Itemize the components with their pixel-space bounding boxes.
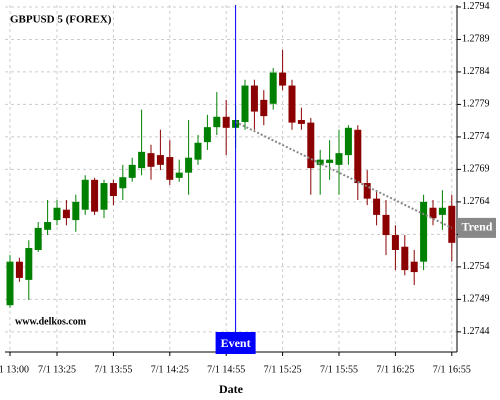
candle-body [307, 122, 315, 169]
candle-body [203, 127, 211, 143]
y-tick-label: 1.2754 [462, 261, 490, 272]
candle-body [166, 157, 174, 180]
candle-body [410, 261, 418, 273]
trend-label-box [458, 217, 496, 238]
candle-body [91, 179, 99, 212]
candle-body [194, 142, 202, 160]
y-tick-label: 1.2764 [462, 196, 490, 207]
candle-body [401, 246, 409, 271]
candle-body [297, 120, 305, 124]
candle-body [147, 153, 155, 167]
candle-body [279, 72, 287, 86]
event-label-box [215, 332, 256, 354]
candle-body [429, 207, 437, 219]
x-tick-label: 7/1 13:00 [0, 364, 29, 375]
candle-body [382, 214, 390, 236]
candle-body [213, 116, 221, 128]
candle-body [81, 179, 89, 210]
candle-body [119, 177, 127, 189]
y-tick-label: 1.2779 [462, 99, 490, 110]
candle-body [316, 159, 324, 165]
watermark: www.delkos.com [15, 316, 87, 327]
candle-body [138, 151, 146, 169]
candle-body [109, 183, 117, 197]
trend-label: Trend [462, 220, 493, 234]
y-tick-label: 1.2749 [462, 294, 490, 305]
y-tick-label: 1.2794 [462, 1, 490, 12]
x-tick-label: 7/1 15:55 [320, 364, 358, 375]
candle-body [25, 248, 33, 280]
candle-body [185, 157, 193, 173]
candle-body [53, 207, 61, 221]
x-tick-label: 7/1 14:55 [207, 364, 245, 375]
y-tick-label: 1.2789 [462, 34, 490, 45]
y-tick-label: 1.2774 [462, 131, 490, 142]
candle-body [175, 172, 183, 178]
candle-body [250, 85, 258, 112]
candle-body [44, 222, 52, 230]
candle-body [15, 261, 23, 278]
candle-body [100, 183, 108, 210]
candle-body [241, 85, 249, 122]
x-tick-label: 7/1 13:55 [94, 364, 132, 375]
candle-body [128, 164, 136, 178]
y-tick-label: 1.2784 [462, 66, 490, 77]
x-tick-label: 7/1 16:25 [376, 364, 414, 375]
x-tick-label: 7/1 14:25 [151, 364, 189, 375]
candle-body [72, 201, 80, 221]
x-tick-label: 7/1 15:25 [264, 364, 302, 375]
candle-body [156, 155, 164, 165]
y-tick-label: 1.2769 [462, 164, 490, 175]
x-tick-label: 7/1 13:25 [38, 364, 76, 375]
candle-body [448, 205, 456, 243]
candle-body [335, 153, 343, 165]
candle-body [326, 159, 334, 163]
x-axis-label: Date [219, 382, 244, 396]
trend-line [235, 121, 453, 229]
candle-body [260, 99, 268, 117]
candle-body [363, 183, 371, 199]
x-tick-label: 7/1 16:55 [433, 364, 471, 375]
candle-body [391, 235, 399, 250]
y-tick-label: 1.2744 [462, 326, 490, 337]
candle-body [269, 72, 277, 104]
candle-body [344, 127, 352, 156]
chart-title: GBPUSD 5 (FOREX) [10, 14, 112, 26]
candle-body [62, 209, 70, 219]
candle-body [354, 129, 362, 184]
candle-body [420, 201, 428, 262]
candle-body [373, 198, 381, 215]
candle-body [222, 116, 230, 128]
candle-body [34, 227, 42, 250]
event-label: Event [221, 336, 251, 350]
candle-body [438, 207, 446, 215]
candle-body [6, 261, 14, 306]
candle-body [288, 85, 296, 123]
